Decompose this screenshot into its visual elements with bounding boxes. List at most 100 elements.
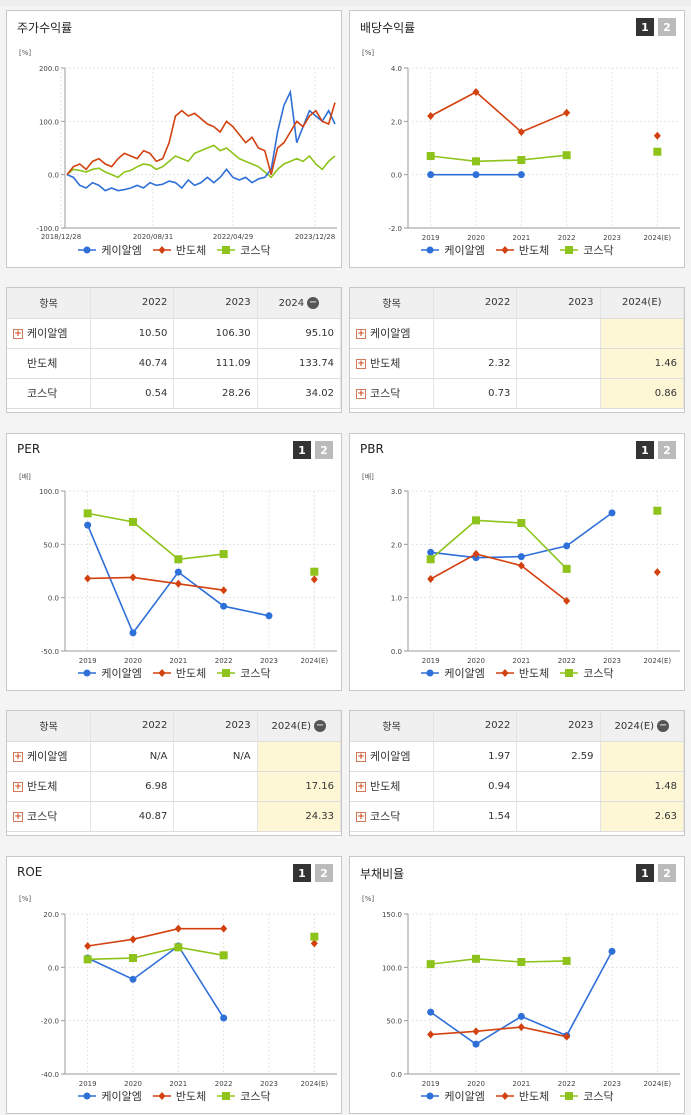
roe-plot: 20.0 0.0 -20.0 -40.0 2019 2020 2021 2022 2023 202…: [41, 911, 337, 1088]
row-name-cell[interactable]: + 케이알엠: [7, 318, 92, 349]
debt-xtick-label: 2021: [512, 1080, 530, 1088]
table-header-cell: 항목: [7, 711, 92, 742]
per-tab-1[interactable]: 1: [293, 441, 311, 459]
row-name-cell[interactable]: + 케이알엠: [350, 318, 435, 349]
debt-tab-1[interactable]: 1: [636, 864, 654, 882]
per-xtick-label: 2024(E): [300, 657, 328, 665]
debt-xtick-label: 2019: [422, 1080, 440, 1088]
roe-point-semi: [174, 924, 182, 933]
row-name-cell[interactable]: + 반도체: [350, 771, 435, 802]
pbr-xtick-label: 2019: [422, 657, 440, 665]
roe-line-semi: [87, 927, 224, 947]
pbr-plot: 3.0 2.0 1.0 0.0 2019 2020 2021 2022 2023 2024(E): [391, 488, 680, 665]
pbr-point-kosdaq: [472, 516, 480, 525]
row-name-label: 반도체: [370, 780, 401, 793]
legend-marker-keial: [83, 669, 91, 677]
pbr-xtick-label: 2024(E): [643, 657, 671, 665]
value-cell: N/A: [90, 741, 175, 772]
expand-plus-icon[interactable]: +: [13, 752, 23, 762]
legend-label-keial: 케이알엠: [101, 1090, 142, 1103]
per-point-semi: [174, 579, 182, 588]
dividend-xtick-label: 2022: [558, 234, 576, 242]
pbr-tab-1[interactable]: 1: [636, 441, 654, 459]
pbr-point-semi: [653, 568, 661, 577]
legend-label-kosdaq: 코스닥: [240, 667, 271, 680]
dividend-tab-2[interactable]: 2: [658, 18, 676, 36]
expand-plus-icon[interactable]: +: [356, 812, 366, 822]
per-point-kosdaq: [129, 517, 137, 526]
expand-plus-icon[interactable]: +: [356, 389, 366, 399]
pbr-point-keial: [563, 542, 571, 550]
collapse-icon[interactable]: −: [307, 296, 320, 309]
pbr-point-semi: [563, 596, 571, 605]
per-xtick-label: 2019: [79, 657, 97, 665]
dividend-point-semi: [427, 112, 435, 120]
roe-tab-2[interactable]: 2: [315, 864, 333, 882]
row-name-cell[interactable]: + 코스닥: [350, 801, 435, 832]
roe-xtick-label: 2023: [260, 1080, 278, 1088]
per-legend: 케이알엠 반도체 코스닥: [7, 665, 341, 681]
table-header-cell: 2022: [433, 288, 518, 319]
row-name-cell[interactable]: + 케이알엠: [7, 741, 92, 772]
debt-ytick-label: 100.0: [382, 964, 402, 972]
return-series-kosdaq: [66, 144, 336, 179]
debt-tab-2[interactable]: 2: [658, 864, 676, 882]
expand-plus-icon[interactable]: +: [13, 782, 23, 792]
legend-marker-semi: [158, 1092, 166, 1100]
roe-xtick-label: 2021: [169, 1080, 187, 1088]
per-tab-2[interactable]: 2: [315, 441, 333, 459]
pbr-xtick-label: 2022: [558, 657, 576, 665]
table-header-cell: 2022: [433, 711, 518, 742]
per-xtick-label: 2022: [215, 657, 233, 665]
row-name-label: 케이알엠: [27, 750, 68, 763]
per-ytick-label: 100.0: [39, 488, 59, 496]
return-ytick-label: 200.0: [39, 65, 59, 73]
row-name-cell[interactable]: + 코스닥: [350, 378, 435, 409]
value-cell: 2.63: [600, 801, 685, 832]
per-point-semi: [310, 575, 318, 584]
roe-point-kosdaq: [129, 954, 137, 962]
expand-plus-icon[interactable]: +: [13, 329, 23, 339]
row-name-label: 케이알엠: [370, 327, 411, 340]
dividend-chart-panel: 배당수익률 1 2 [%] 4.0 2.0 0.0 -2.0 2019 2020 2021 2022 2…: [349, 10, 685, 268]
debt-xtick-label: 2024(E): [643, 1080, 671, 1088]
debt-ytick-label: 0.0: [391, 1071, 402, 1079]
expand-plus-icon[interactable]: +: [356, 329, 366, 339]
roe-tab-1[interactable]: 1: [293, 864, 311, 882]
legend-label-keial: 케이알엠: [444, 1090, 485, 1103]
expand-plus-icon[interactable]: +: [13, 812, 23, 822]
row-name-cell[interactable]: + 반도체: [350, 348, 435, 379]
pbr-point-keial: [427, 548, 435, 556]
table-row: + 반도체 0.94 1.48: [350, 771, 685, 802]
dividend-point-keial: [517, 171, 525, 179]
legend-marker-keial: [426, 1092, 434, 1100]
row-name-cell[interactable]: + 코스닥: [7, 801, 92, 832]
row-name-label: 반도체: [27, 780, 58, 793]
expand-plus-icon[interactable]: +: [356, 782, 366, 792]
row-name-cell: 코스닥: [7, 378, 92, 409]
collapse-icon[interactable]: −: [314, 719, 327, 732]
legend-item-kosdaq: 코스닥: [216, 665, 271, 681]
row-name-cell[interactable]: + 케이알엠: [350, 741, 435, 772]
collapse-icon[interactable]: −: [657, 719, 670, 732]
expand-plus-icon[interactable]: +: [356, 359, 366, 369]
return-unit-label: [%]: [19, 49, 32, 57]
debt-chart-panel: 부채비율 1 2 [%] 150.0 100.0 50.0 0.0 2019 2020 2021 20…: [349, 856, 685, 1114]
dividend-tab-1[interactable]: 1: [636, 18, 654, 36]
legend-swatch-semi: [495, 246, 514, 254]
pbr-xtick-label: 2021: [512, 657, 530, 665]
per-line-kosdaq: [87, 512, 224, 561]
return-xtick-label: 2020/08/31: [133, 233, 173, 241]
pbr-tab-2[interactable]: 2: [658, 441, 676, 459]
value-cell: 133.74: [257, 348, 342, 379]
legend-swatch-kosdaq: [560, 669, 579, 677]
value-cell: [516, 801, 601, 832]
pbr-point-keial: [608, 509, 616, 517]
per-point-kosdaq: [219, 550, 228, 559]
expand-plus-icon[interactable]: +: [356, 752, 366, 762]
row-name-cell[interactable]: + 반도체: [7, 771, 92, 802]
legend-marker-semi: [158, 669, 166, 677]
return-series-keial: [66, 89, 336, 192]
